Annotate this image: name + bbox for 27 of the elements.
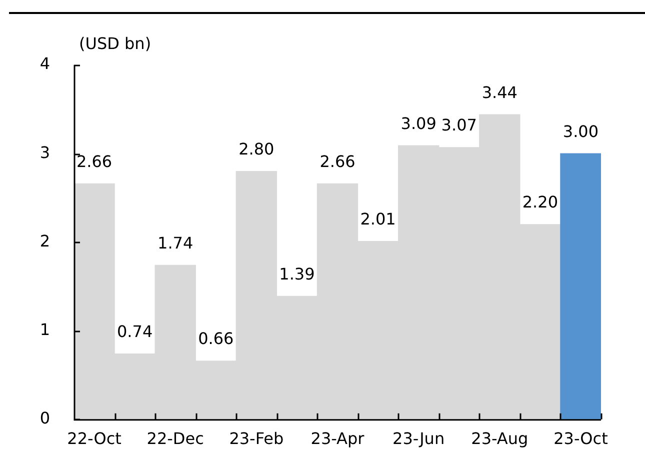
data-label: 2.80 — [238, 139, 274, 158]
data-label: 2.01 — [360, 209, 396, 228]
bar — [560, 153, 601, 420]
y-tick-label: 0 — [40, 408, 50, 428]
data-label: 2.66 — [320, 152, 356, 171]
data-label: 3.09 — [400, 114, 436, 133]
x-tick-label: 22-Oct — [67, 429, 122, 448]
x-tick-label: 22-Dec — [146, 429, 204, 448]
data-label: 2.20 — [522, 192, 558, 212]
x-tick-label: 23-Jun — [392, 429, 445, 448]
x-tick-label: 23-Apr — [310, 429, 365, 448]
data-label: 1.74 — [158, 233, 194, 252]
y-axis-title: (USD bn) — [79, 34, 152, 54]
data-label: 0.74 — [116, 322, 153, 341]
data-label: 3.44 — [482, 82, 518, 102]
data-label: 2.66 — [76, 152, 112, 171]
x-tick-label: 23-Feb — [229, 429, 284, 448]
x-tick-label: 23-Oct — [554, 429, 608, 448]
data-label: 3.00 — [562, 122, 599, 141]
y-tick-label: 4 — [40, 54, 50, 74]
y-tick-label: 2 — [40, 231, 50, 250]
y-tick-label: 1 — [40, 320, 50, 339]
x-tick-label: 23-Aug — [471, 429, 528, 448]
data-label: 1.39 — [279, 264, 315, 284]
y-tick-label: 3 — [40, 142, 50, 162]
data-label: 0.66 — [198, 329, 234, 348]
data-label: 3.07 — [441, 116, 477, 135]
